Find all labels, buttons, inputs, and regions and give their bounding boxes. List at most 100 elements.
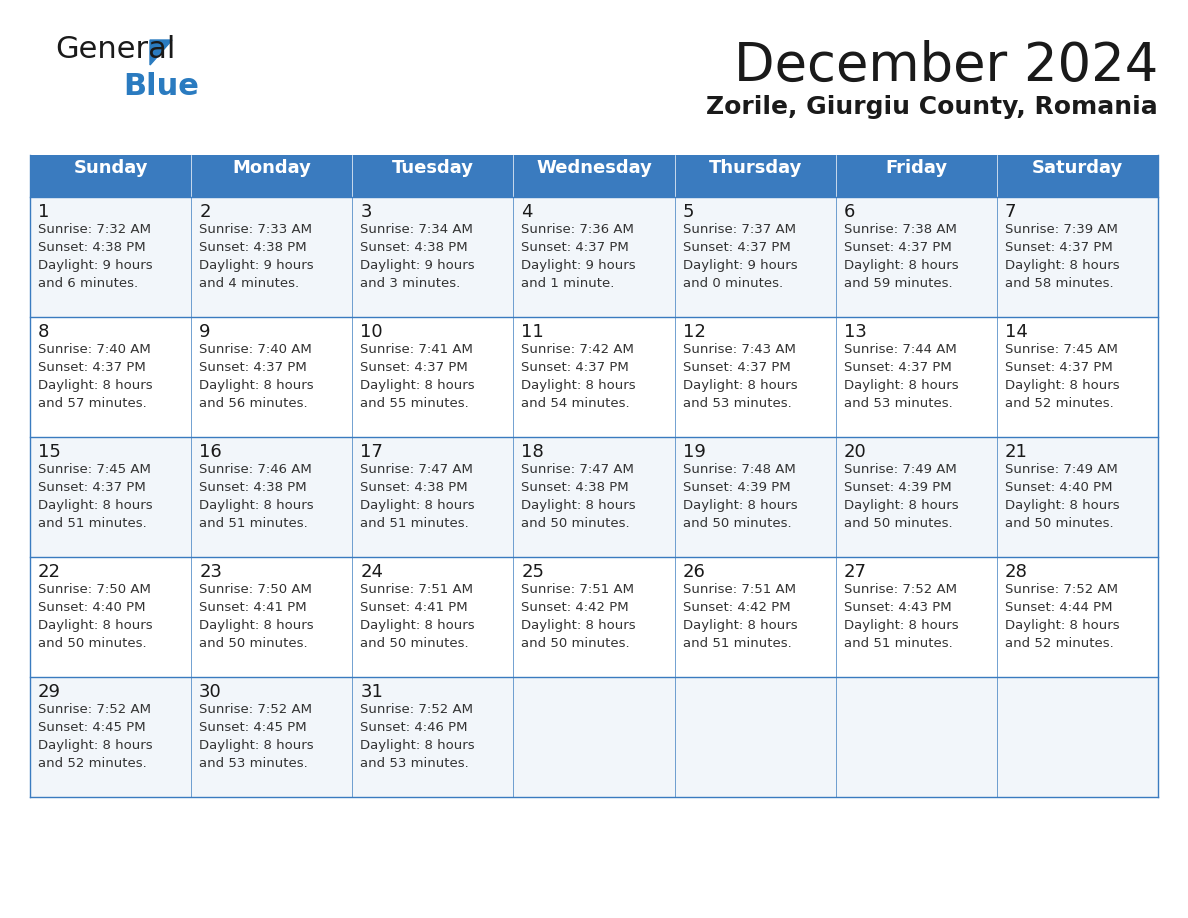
Bar (30, 677, 1158, 797)
Text: 25: 25 (522, 563, 544, 581)
Text: Sunset: 4:44 PM: Sunset: 4:44 PM (1005, 601, 1112, 614)
Text: Sunrise: 7:33 AM: Sunrise: 7:33 AM (200, 223, 312, 236)
Text: and 53 minutes.: and 53 minutes. (360, 757, 469, 770)
Text: Sunset: 4:37 PM: Sunset: 4:37 PM (522, 241, 630, 254)
Bar (30, 437, 1158, 557)
Text: 6: 6 (843, 203, 855, 221)
Text: Sunset: 4:38 PM: Sunset: 4:38 PM (522, 481, 630, 494)
Text: Daylight: 8 hours: Daylight: 8 hours (843, 259, 959, 272)
Text: and 1 minute.: and 1 minute. (522, 277, 615, 290)
Text: Daylight: 8 hours: Daylight: 8 hours (522, 379, 636, 392)
Text: 14: 14 (1005, 323, 1028, 341)
Text: Daylight: 9 hours: Daylight: 9 hours (200, 259, 314, 272)
Text: 30: 30 (200, 683, 222, 701)
Text: Sunset: 4:38 PM: Sunset: 4:38 PM (200, 481, 307, 494)
Text: Sunrise: 7:45 AM: Sunrise: 7:45 AM (38, 463, 151, 476)
Text: Sunrise: 7:34 AM: Sunrise: 7:34 AM (360, 223, 473, 236)
Text: Sunset: 4:43 PM: Sunset: 4:43 PM (843, 601, 952, 614)
Text: and 6 minutes.: and 6 minutes. (38, 277, 138, 290)
Text: Daylight: 8 hours: Daylight: 8 hours (360, 739, 475, 752)
Text: 5: 5 (683, 203, 694, 221)
Text: 16: 16 (200, 443, 222, 461)
Text: Sunset: 4:38 PM: Sunset: 4:38 PM (360, 241, 468, 254)
Text: 29: 29 (38, 683, 61, 701)
Text: Sunrise: 7:52 AM: Sunrise: 7:52 AM (843, 583, 956, 596)
Text: 31: 31 (360, 683, 384, 701)
Text: Sunset: 4:39 PM: Sunset: 4:39 PM (843, 481, 952, 494)
Text: Daylight: 9 hours: Daylight: 9 hours (360, 259, 475, 272)
Bar (30, 155, 1158, 197)
Text: Sunset: 4:37 PM: Sunset: 4:37 PM (1005, 361, 1113, 374)
Text: and 50 minutes.: and 50 minutes. (522, 517, 630, 530)
Text: Sunset: 4:37 PM: Sunset: 4:37 PM (683, 361, 790, 374)
Text: and 51 minutes.: and 51 minutes. (843, 637, 953, 650)
Text: 13: 13 (843, 323, 866, 341)
Text: Tuesday: Tuesday (392, 159, 474, 177)
Text: Sunrise: 7:52 AM: Sunrise: 7:52 AM (200, 703, 312, 716)
Text: and 53 minutes.: and 53 minutes. (843, 397, 953, 410)
Text: Daylight: 9 hours: Daylight: 9 hours (38, 259, 152, 272)
Text: Sunset: 4:37 PM: Sunset: 4:37 PM (683, 241, 790, 254)
Text: Sunset: 4:41 PM: Sunset: 4:41 PM (360, 601, 468, 614)
Text: Sunrise: 7:32 AM: Sunrise: 7:32 AM (38, 223, 151, 236)
Text: December 2024: December 2024 (734, 40, 1158, 92)
Text: Sunset: 4:37 PM: Sunset: 4:37 PM (38, 481, 146, 494)
Text: Wednesday: Wednesday (536, 159, 652, 177)
Text: Saturday: Saturday (1032, 159, 1123, 177)
Text: Sunrise: 7:46 AM: Sunrise: 7:46 AM (200, 463, 312, 476)
Text: Daylight: 8 hours: Daylight: 8 hours (522, 619, 636, 632)
Text: Sunset: 4:37 PM: Sunset: 4:37 PM (38, 361, 146, 374)
Text: 8: 8 (38, 323, 50, 341)
Text: and 50 minutes.: and 50 minutes. (360, 637, 469, 650)
Polygon shape (150, 40, 172, 65)
Bar (30, 317, 1158, 437)
Text: Daylight: 8 hours: Daylight: 8 hours (683, 619, 797, 632)
Text: Sunrise: 7:51 AM: Sunrise: 7:51 AM (683, 583, 796, 596)
Text: Sunrise: 7:38 AM: Sunrise: 7:38 AM (843, 223, 956, 236)
Text: Sunset: 4:45 PM: Sunset: 4:45 PM (38, 721, 146, 734)
Text: 27: 27 (843, 563, 867, 581)
Text: Daylight: 8 hours: Daylight: 8 hours (38, 499, 152, 512)
Text: Thursday: Thursday (708, 159, 802, 177)
Text: and 51 minutes.: and 51 minutes. (683, 637, 791, 650)
Text: 24: 24 (360, 563, 384, 581)
Text: Daylight: 8 hours: Daylight: 8 hours (522, 499, 636, 512)
Text: Daylight: 8 hours: Daylight: 8 hours (1005, 379, 1119, 392)
Text: and 53 minutes.: and 53 minutes. (200, 757, 308, 770)
Text: Sunrise: 7:50 AM: Sunrise: 7:50 AM (38, 583, 151, 596)
Text: Daylight: 8 hours: Daylight: 8 hours (200, 739, 314, 752)
Text: and 55 minutes.: and 55 minutes. (360, 397, 469, 410)
Text: Daylight: 9 hours: Daylight: 9 hours (683, 259, 797, 272)
Text: Daylight: 8 hours: Daylight: 8 hours (38, 619, 152, 632)
Text: Daylight: 8 hours: Daylight: 8 hours (200, 619, 314, 632)
Text: Sunrise: 7:52 AM: Sunrise: 7:52 AM (1005, 583, 1118, 596)
Text: Sunset: 4:38 PM: Sunset: 4:38 PM (38, 241, 146, 254)
Text: Sunset: 4:39 PM: Sunset: 4:39 PM (683, 481, 790, 494)
Text: General: General (55, 35, 176, 64)
Text: Daylight: 8 hours: Daylight: 8 hours (360, 499, 475, 512)
Text: and 4 minutes.: and 4 minutes. (200, 277, 299, 290)
Text: Friday: Friday (885, 159, 947, 177)
Text: Sunset: 4:40 PM: Sunset: 4:40 PM (38, 601, 145, 614)
Text: 18: 18 (522, 443, 544, 461)
Text: Daylight: 9 hours: Daylight: 9 hours (522, 259, 636, 272)
Text: Sunrise: 7:47 AM: Sunrise: 7:47 AM (360, 463, 473, 476)
Text: Sunset: 4:42 PM: Sunset: 4:42 PM (522, 601, 630, 614)
Text: 4: 4 (522, 203, 533, 221)
Text: and 50 minutes.: and 50 minutes. (200, 637, 308, 650)
Text: Daylight: 8 hours: Daylight: 8 hours (843, 619, 959, 632)
Text: and 52 minutes.: and 52 minutes. (1005, 637, 1113, 650)
Text: and 54 minutes.: and 54 minutes. (522, 397, 630, 410)
Text: Sunrise: 7:40 AM: Sunrise: 7:40 AM (200, 343, 312, 356)
Text: Daylight: 8 hours: Daylight: 8 hours (360, 379, 475, 392)
Text: and 51 minutes.: and 51 minutes. (360, 517, 469, 530)
Text: Sunrise: 7:47 AM: Sunrise: 7:47 AM (522, 463, 634, 476)
Text: Daylight: 8 hours: Daylight: 8 hours (38, 379, 152, 392)
Text: and 3 minutes.: and 3 minutes. (360, 277, 461, 290)
Text: Sunset: 4:40 PM: Sunset: 4:40 PM (1005, 481, 1112, 494)
Text: Daylight: 8 hours: Daylight: 8 hours (843, 379, 959, 392)
Text: Sunrise: 7:40 AM: Sunrise: 7:40 AM (38, 343, 151, 356)
Text: 26: 26 (683, 563, 706, 581)
Text: and 56 minutes.: and 56 minutes. (200, 397, 308, 410)
Text: 15: 15 (38, 443, 61, 461)
